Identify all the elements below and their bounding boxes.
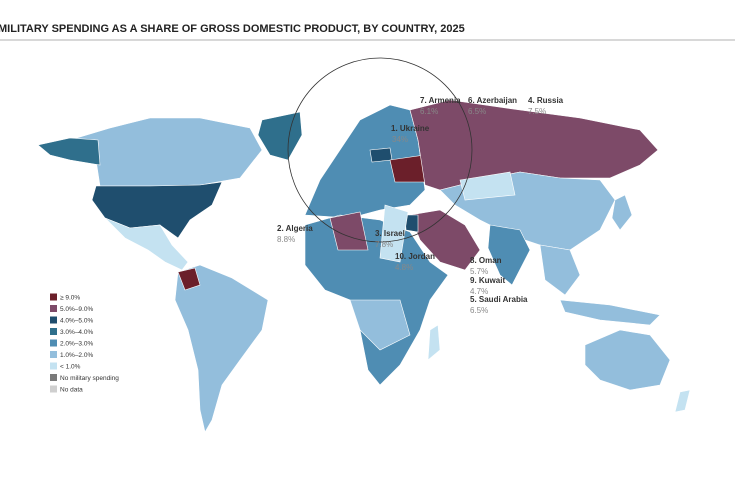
callouts: 1. Ukraine 34% 2. Algeria 8.8% 3. Israel 7.8%… — [277, 96, 564, 315]
legend: ≥ 9.0% 5.0%–9.0% 4.0%–5.0% 3.0%–4.0% 2.0%–3.… — [50, 293, 119, 394]
legend-label: ≥ 9.0% — [60, 295, 80, 302]
callout-name: 3. Israel — [375, 229, 405, 238]
legend-swatch — [50, 351, 57, 358]
callout-name: 2. Algeria — [277, 224, 313, 233]
legend-swatch — [50, 385, 57, 393]
legend-label: 2.0%–3.0% — [60, 341, 93, 348]
callout-value: 5.7% — [470, 267, 488, 276]
legend-label: 4.0%–5.0% — [60, 318, 93, 325]
europe-zoom-circle — [287, 57, 473, 243]
world-map — [37, 99, 691, 433]
legend-label: 1.0%–2.0% — [60, 352, 93, 359]
callout-name: 8. Oman — [470, 256, 502, 265]
callout-value: 8.8% — [277, 235, 295, 244]
legend-label: No data — [60, 387, 83, 394]
callout-value: 34% — [392, 135, 408, 144]
callout-name: 4. Russia — [528, 96, 564, 105]
callout-value: 6.5% — [470, 306, 488, 315]
callout-value: 7.5% — [528, 107, 546, 116]
legend-swatch — [50, 305, 57, 312]
legend-swatch — [50, 316, 57, 324]
callout-value: 6.5% — [468, 107, 486, 116]
callout-name: 7. Armenia — [420, 96, 461, 105]
callout-value: 7.8% — [375, 240, 393, 249]
callout-value: 4.7% — [470, 287, 488, 296]
legend-swatch — [50, 328, 57, 335]
callout-name: 5. Saudi Arabia — [470, 295, 528, 304]
legend-label: No military spending — [60, 375, 119, 382]
legend-swatch — [50, 374, 57, 381]
callout-name: 1. Ukraine — [391, 124, 430, 133]
callout-name: 10. Jordan — [395, 252, 435, 261]
legend-swatch — [50, 362, 57, 370]
callout-name: 9. Kuwait — [470, 276, 505, 285]
legend-swatch — [50, 293, 57, 301]
callout-value: 4.8% — [395, 263, 413, 272]
legend-swatch — [50, 339, 57, 347]
legend-label: 5.0%–9.0% — [60, 306, 93, 313]
legend-label: < 1.0% — [60, 364, 81, 371]
title: MILITARY SPENDING AS A SHARE OF GROSS DO… — [0, 23, 465, 35]
callout-value: 6.1% — [420, 107, 438, 116]
legend-label: 3.0%–4.0% — [60, 329, 93, 336]
callout-name: 6. Azerbaijan — [468, 96, 517, 105]
